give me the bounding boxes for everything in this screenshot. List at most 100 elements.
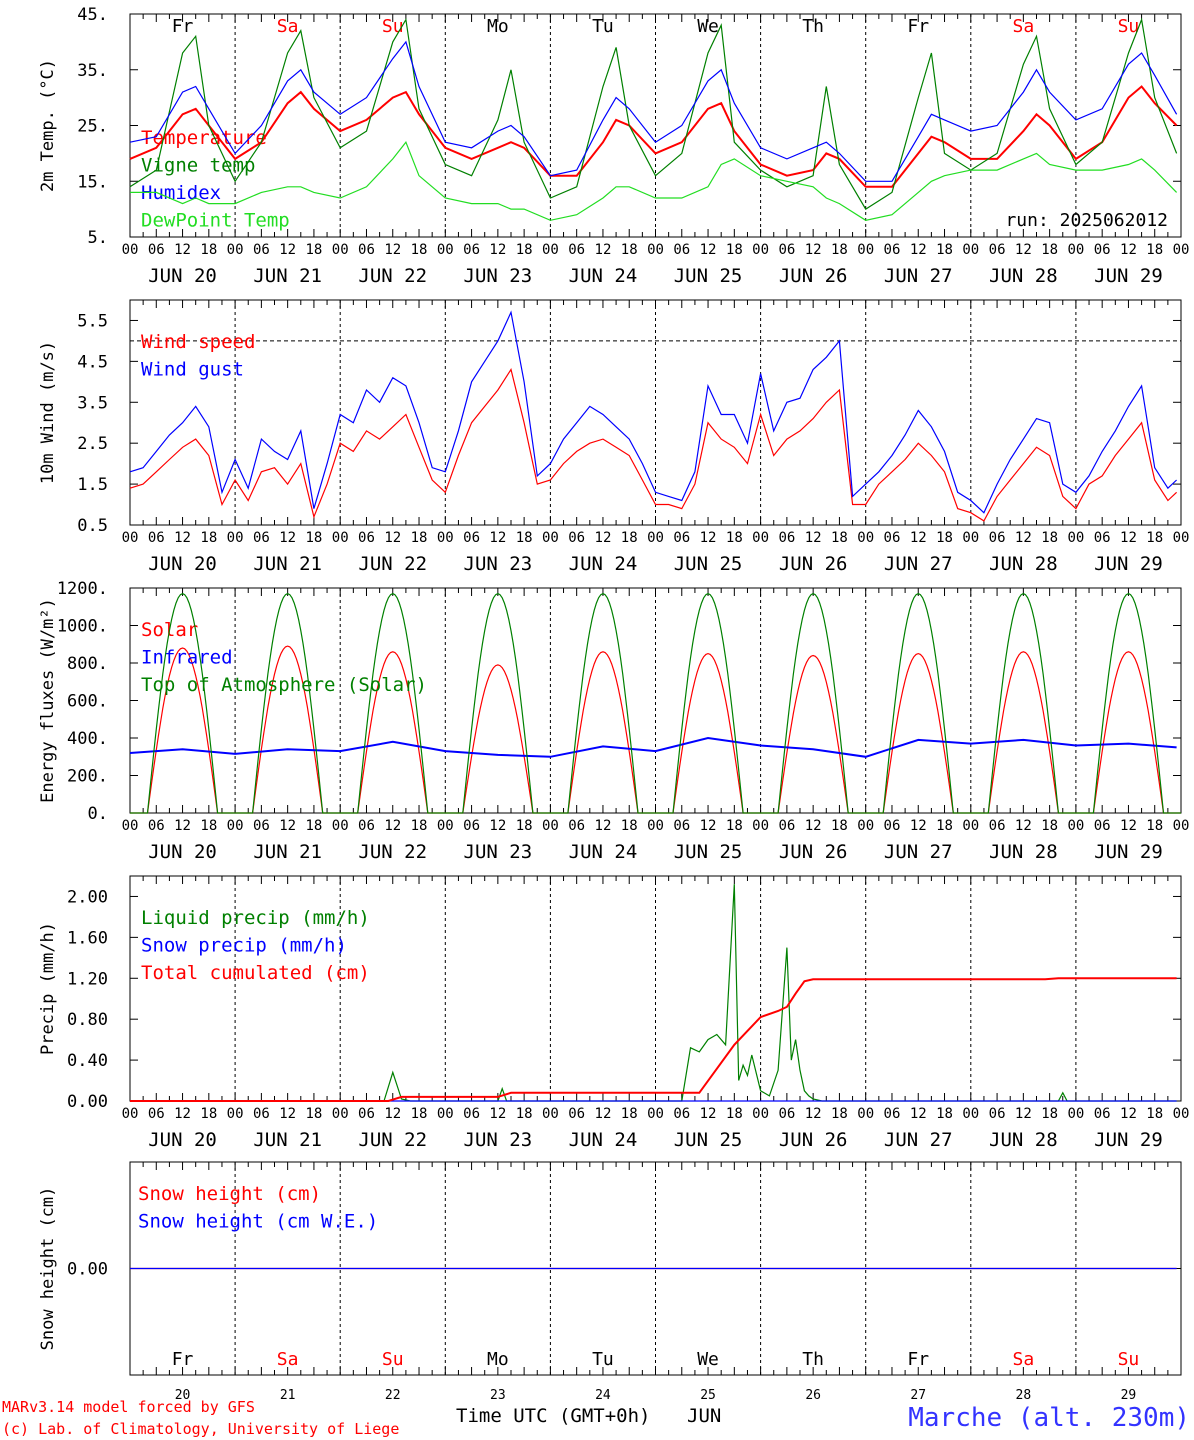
hour-tick-label: 00 bbox=[647, 242, 664, 258]
date-label: JUN 28 bbox=[989, 553, 1058, 575]
hour-tick-label: 00 bbox=[122, 242, 139, 258]
hour-tick-label: 06 bbox=[463, 242, 480, 258]
hour-tick-label: 12 bbox=[805, 242, 822, 258]
legend-entry: Humidex bbox=[141, 182, 221, 204]
hour-tick-label: 06 bbox=[253, 242, 270, 258]
hour-tick-label: 06 bbox=[148, 530, 165, 546]
hour-tick-label: 12 bbox=[805, 530, 822, 546]
hour-tick-label: 18 bbox=[621, 1106, 638, 1122]
hour-tick-label: 06 bbox=[148, 242, 165, 258]
hour-tick-label: 06 bbox=[884, 530, 901, 546]
legend-entry: Wind gust bbox=[141, 359, 244, 381]
hour-tick-label: 18 bbox=[516, 530, 533, 546]
day-number: 27 bbox=[910, 1388, 926, 1403]
hour-tick-label: 06 bbox=[568, 530, 585, 546]
y-tick-label: 1.60 bbox=[67, 928, 108, 948]
date-label: JUN 22 bbox=[358, 841, 427, 863]
hour-tick-label: 06 bbox=[253, 1106, 270, 1122]
hour-tick-label: 06 bbox=[568, 242, 585, 258]
hour-tick-label: 18 bbox=[621, 818, 638, 834]
day-name: Fr bbox=[907, 1349, 929, 1370]
date-label: JUN 20 bbox=[148, 553, 217, 575]
hour-tick-label: 00 bbox=[227, 242, 244, 258]
date-label: JUN 20 bbox=[148, 841, 217, 863]
hour-tick-label: 00 bbox=[857, 242, 874, 258]
hour-tick-label: 00 bbox=[647, 1106, 664, 1122]
date-label: JUN 24 bbox=[569, 1129, 638, 1151]
hour-tick-label: 18 bbox=[516, 1106, 533, 1122]
hour-tick-label: 18 bbox=[411, 530, 428, 546]
hour-tick-label: 18 bbox=[621, 530, 638, 546]
hour-tick-label: 06 bbox=[1094, 530, 1111, 546]
hour-tick-label: 06 bbox=[463, 530, 480, 546]
hour-tick-label: 00 bbox=[437, 242, 454, 258]
y-tick-label: 5.5 bbox=[77, 311, 108, 331]
date-label: JUN 20 bbox=[148, 1129, 217, 1151]
hour-tick-label: 00 bbox=[1067, 818, 1084, 834]
run-annotation: run: 2025062012 bbox=[1005, 210, 1168, 231]
hour-tick-label: 06 bbox=[989, 242, 1006, 258]
hour-tick-label: 18 bbox=[305, 1106, 322, 1122]
series-line-3 bbox=[130, 141, 1178, 221]
hour-tick-label: 12 bbox=[279, 818, 296, 834]
date-label: JUN 21 bbox=[253, 553, 322, 575]
hour-tick-label: 00 bbox=[1173, 1106, 1190, 1122]
legend-entry: Temperature bbox=[141, 127, 267, 149]
hour-tick-label: 00 bbox=[752, 242, 769, 258]
hour-tick-label: 12 bbox=[595, 1106, 612, 1122]
hour-tick-label: 00 bbox=[647, 818, 664, 834]
panel-precip: 2.00 1.60 1.20 0.80 0.40 0.00 Precip (mm/h) 00 0… bbox=[38, 875, 1190, 1151]
hour-tick-label: 18 bbox=[936, 818, 953, 834]
date-label: JUN 28 bbox=[989, 265, 1058, 287]
panel-temp: 45. 35. 25. 15. 5. 2m Temp. (°C) 00 06 12 18 JUN 2… bbox=[38, 5, 1189, 287]
legend-entry: Vigne temp bbox=[141, 155, 255, 177]
hour-tick-label: 12 bbox=[595, 530, 612, 546]
y-tick-label: 45. bbox=[77, 5, 108, 25]
hour-tick-label: 00 bbox=[332, 1106, 349, 1122]
date-label: JUN 29 bbox=[1094, 553, 1163, 575]
day-name: Fr bbox=[907, 16, 929, 37]
series-line-2 bbox=[129, 40, 1178, 182]
hour-tick-label: 06 bbox=[358, 1106, 375, 1122]
hour-tick-label: 06 bbox=[358, 242, 375, 258]
date-label: JUN 23 bbox=[464, 553, 533, 575]
legend-entry: Wind speed bbox=[141, 331, 255, 353]
hour-tick-label: 12 bbox=[279, 1106, 296, 1122]
hour-tick-label: 12 bbox=[805, 818, 822, 834]
hour-tick-label: 12 bbox=[384, 242, 401, 258]
hour-tick-label: 12 bbox=[910, 530, 927, 546]
hour-tick-label: 18 bbox=[936, 530, 953, 546]
date-label: JUN 24 bbox=[569, 553, 638, 575]
date-label: JUN 23 bbox=[464, 841, 533, 863]
hour-tick-label: 18 bbox=[726, 242, 743, 258]
hour-tick-label: 18 bbox=[831, 818, 848, 834]
hour-tick-label: 18 bbox=[1146, 530, 1163, 546]
hour-tick-label: 12 bbox=[384, 1106, 401, 1122]
y-tick-label: 600. bbox=[67, 692, 108, 712]
day-number: 22 bbox=[385, 1388, 401, 1403]
legend-entry: Total cumulated (cm) bbox=[141, 962, 370, 984]
hour-tick-label: 06 bbox=[568, 1106, 585, 1122]
y-tick-label: 0. bbox=[88, 804, 108, 824]
hour-tick-label: 12 bbox=[805, 1106, 822, 1122]
y-tick-label: 4.5 bbox=[77, 352, 108, 372]
hour-tick-label: 18 bbox=[200, 242, 217, 258]
hour-tick-label: 12 bbox=[174, 1106, 191, 1122]
legend-entry: Snow height (cm) bbox=[138, 1183, 321, 1205]
hour-tick-label: 18 bbox=[200, 818, 217, 834]
plot-frame bbox=[129, 587, 1182, 814]
day-name: Tu bbox=[592, 16, 614, 37]
day-name: Sa bbox=[1013, 1349, 1035, 1370]
hour-tick-label: 12 bbox=[1015, 530, 1032, 546]
hour-tick-label: 00 bbox=[752, 818, 769, 834]
hour-tick-label: 06 bbox=[778, 242, 795, 258]
hour-tick-label: 18 bbox=[936, 242, 953, 258]
hour-tick-label: 18 bbox=[411, 1106, 428, 1122]
y-tick-label: 200. bbox=[67, 767, 108, 787]
hour-tick-label: 12 bbox=[489, 1106, 506, 1122]
hour-tick-label: 12 bbox=[279, 530, 296, 546]
y-tick-label: 0.00 bbox=[67, 1092, 108, 1112]
hour-tick-label: 12 bbox=[1120, 530, 1137, 546]
legend-entry: Top of Atmosphere (Solar) bbox=[141, 674, 427, 696]
panel-wind: 5.5 4.5 3.5 2.5 1.5 0.5 10m Wind (m/s) 00 06 12 18… bbox=[38, 299, 1189, 575]
